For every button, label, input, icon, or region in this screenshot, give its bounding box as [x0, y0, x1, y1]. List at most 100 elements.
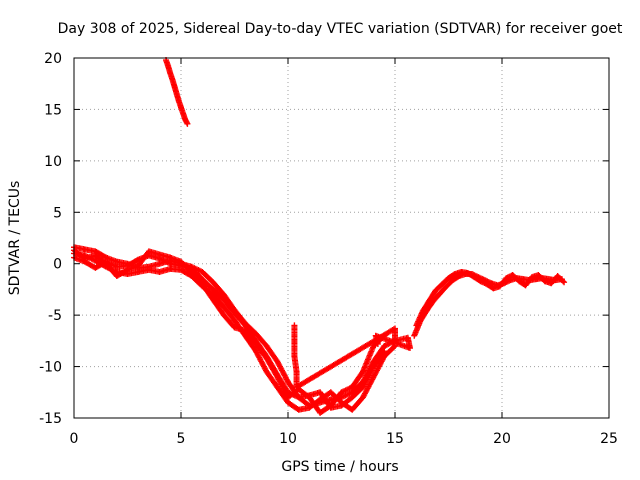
data-point-marker [165, 260, 172, 267]
data-point-marker [481, 280, 488, 287]
data-point-marker [379, 350, 386, 357]
data-point-marker [475, 276, 482, 283]
data-point-marker [382, 342, 389, 349]
data-point-marker [183, 119, 190, 126]
data-point-marker [346, 385, 353, 392]
data-point-marker [109, 261, 116, 268]
data-point-marker [314, 398, 321, 405]
data-point-marker [218, 301, 225, 308]
data-point-marker [144, 250, 151, 257]
data-point-marker [219, 309, 226, 316]
data-point-marker [343, 386, 350, 393]
data-point-marker [251, 345, 258, 352]
data-point-marker [293, 393, 300, 400]
data-point-marker [197, 279, 204, 286]
data-point-marker [229, 322, 236, 329]
data-point-marker [342, 387, 349, 394]
data-point-marker [343, 391, 350, 398]
data-point-marker [272, 381, 279, 388]
data-point-marker [436, 283, 443, 290]
data-point-marker [293, 405, 300, 412]
x-tick-label: 5 [177, 431, 186, 447]
data-point-marker [424, 300, 431, 307]
data-point-marker [262, 366, 269, 373]
data-point-marker [539, 276, 546, 283]
data-point-marker [240, 320, 247, 327]
data-point-marker [261, 352, 268, 359]
data-point-marker [374, 339, 381, 346]
data-point-marker [345, 386, 352, 393]
data-point-marker [345, 391, 352, 398]
data-point-marker [441, 285, 448, 292]
x-tick-label: 25 [600, 431, 618, 447]
plot-frame [73, 57, 610, 419]
data-point-marker [342, 392, 349, 399]
y-tick-label: 5 [53, 205, 62, 221]
y-tick-label: 10 [44, 154, 62, 170]
data-points [71, 57, 568, 416]
data-point-marker [336, 391, 343, 398]
data-point-marker [111, 270, 118, 277]
data-point-marker [435, 292, 442, 299]
data-point-marker [207, 277, 214, 284]
y-tick-label: 20 [44, 51, 62, 67]
data-point-marker [155, 251, 162, 258]
data-point-marker [559, 278, 566, 285]
data-point-marker [431, 289, 438, 296]
data-point-marker [383, 341, 390, 348]
data-point-marker [208, 294, 215, 301]
data-point-marker [527, 276, 534, 283]
data-point-marker [469, 272, 476, 279]
y-tick-label: -5 [48, 308, 62, 324]
data-point-marker [186, 267, 193, 274]
y-tick-label: 15 [44, 102, 62, 118]
data-point-marker [218, 294, 225, 301]
data-point-marker [229, 315, 236, 322]
data-point-marker [283, 376, 290, 383]
data-point-marker [79, 253, 86, 260]
data-point-marker [122, 268, 129, 275]
data-point-marker [155, 261, 162, 268]
data-point-marker [558, 277, 565, 284]
data-point-marker [163, 258, 170, 265]
data-point-marker [165, 254, 172, 261]
data-point-marker [229, 307, 236, 314]
data-point-marker [325, 404, 332, 411]
data-point-marker [261, 340, 268, 347]
data-point-marker [164, 259, 171, 266]
data-point-marker [112, 258, 119, 265]
data-point-marker [161, 258, 168, 265]
axis-ticks: 0 5 10 15 20 25 -15 -10 -5 0 5 10 15 20 [39, 51, 618, 447]
data-point-marker [304, 392, 311, 399]
data-point-marker [251, 338, 258, 345]
data-point-marker [339, 388, 346, 395]
data-point-marker [272, 356, 279, 363]
data-point-marker [196, 267, 203, 274]
data-point-marker [443, 277, 450, 284]
data-point-marker [341, 393, 348, 400]
data-point-marker [357, 386, 364, 393]
x-tick-label: 0 [70, 431, 79, 447]
x-tick-label: 15 [386, 431, 404, 447]
data-point-marker [358, 371, 365, 378]
data-point-marker [389, 345, 396, 352]
y-tick-label: 0 [53, 257, 62, 273]
data-point-marker [513, 276, 520, 283]
data-point-marker [346, 396, 353, 403]
data-point-marker [111, 262, 118, 269]
y-axis-label: SDTVAR / TECUs [7, 181, 23, 296]
data-point-marker [100, 253, 107, 260]
x-tick-label: 20 [493, 431, 511, 447]
data-point-marker [501, 277, 508, 284]
x-axis-label: GPS time / hours [281, 459, 398, 475]
data-point-marker [380, 349, 387, 356]
y-tick-label: -15 [39, 411, 62, 427]
data-point-marker [369, 366, 376, 373]
data-point-marker [447, 279, 454, 286]
x-tick-label: 10 [279, 431, 297, 447]
data-point-marker [132, 257, 139, 264]
data-point-marker [218, 289, 225, 296]
data-point-marker [207, 284, 214, 291]
grid [74, 58, 609, 418]
